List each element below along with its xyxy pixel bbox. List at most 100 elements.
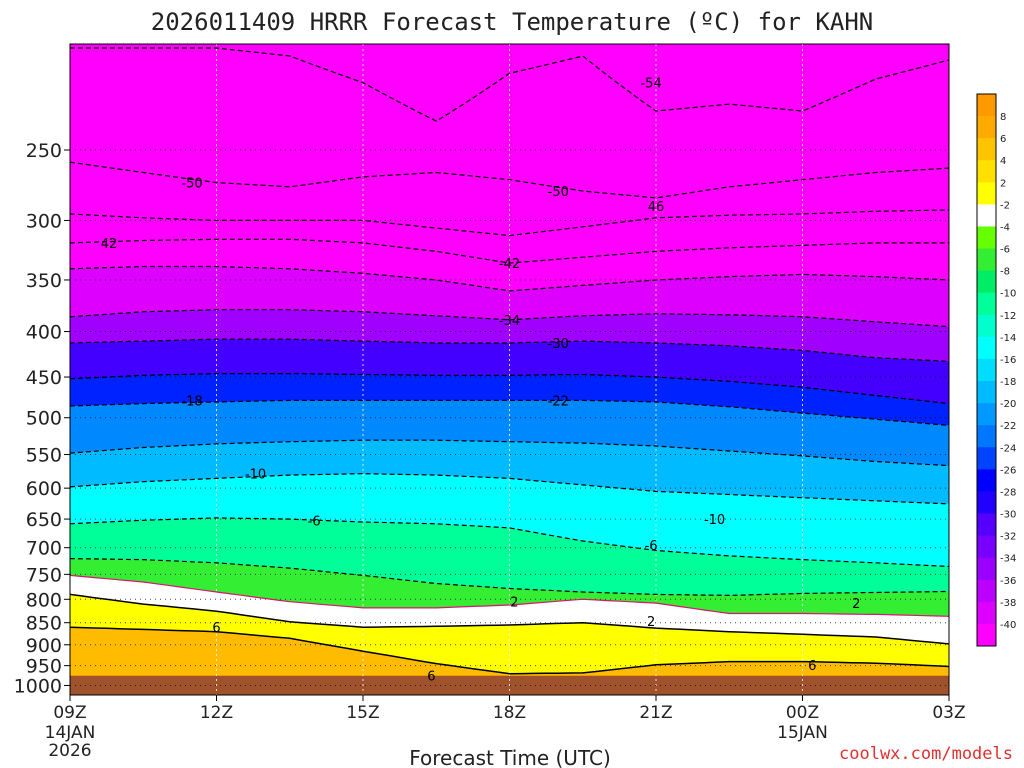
contour-minus38 [70,265,949,292]
contour-minus2 [70,574,949,617]
colorbar-cell [977,160,996,183]
x-tick-label: 03Z [932,703,965,723]
contour-label: -54 [640,77,661,92]
colorbar-label: -34 [1000,554,1016,565]
colorbar-cell [977,447,996,470]
x-tick-sublabel: 15JAN [777,723,828,743]
colorbar-label: -36 [1000,576,1016,587]
x-tick-label: 12Z [200,703,233,723]
y-tick-label: 300 [26,210,62,232]
colorbar-cell [977,535,996,559]
y-tick-label: 350 [26,270,62,292]
contour-label: 2 [647,615,655,630]
contour-label: -10 [704,513,725,528]
contour-minus42 [70,238,949,264]
colorbar-cell [977,336,996,360]
contour-label: -22 [548,394,569,409]
x-axis-label: Forecast Time (UTC) [409,746,611,768]
colorbar-cell [977,579,996,603]
colorbar-cell [977,601,996,625]
colorbar-label: -32 [1000,532,1016,543]
colorbar-label: -4 [1000,222,1010,233]
colorbar-frame [976,93,997,647]
x-tick-label: 15Z [346,703,379,723]
colorbar-cell [977,381,996,404]
colorbar-legend: 8 6 4 2 -2 -4 -6 -8 -10 -12 -14 -16 -18 -20 -22 -24 -26 -… [976,93,1016,647]
contour-label: 42 [101,237,118,252]
colorbar-cell [977,270,996,294]
colorbar-label: -18 [1000,377,1016,388]
colorbar-label: -10 [1000,289,1016,300]
contour-label: -50 [181,177,202,192]
colorbar-label: -2 [1000,200,1010,211]
y-tick-label: 950 [26,656,62,678]
contour-label: -6 [645,539,658,554]
contour-label: -10 [245,468,266,483]
colorbar-cell [977,314,996,338]
colorbar-label: 4 [1000,156,1006,167]
colorbar-label: 8 [1000,112,1006,123]
colorbar-cell [977,204,996,227]
contour-label: -42 [499,257,520,272]
contour-minus6 [70,558,949,597]
chart-title: 2026011409 HRRR Forecast Temperature (ºC… [151,8,873,36]
contour-minus22 [70,399,949,426]
colorbar-label: -24 [1000,443,1016,454]
contour-label: -34 [499,314,520,329]
y-tick-label: 850 [26,613,62,635]
colorbar-cell [977,623,996,647]
colorbar-cell [977,248,996,272]
colorbar-cell [977,358,996,382]
colorbar-label: -8 [1000,267,1010,278]
y-tick-label: 400 [26,322,62,344]
y-tick-label: 750 [26,564,62,586]
colorbar-cell [977,182,996,205]
credit-label: coolwx.com/models [839,744,1013,764]
y-tick-label: 900 [26,635,62,657]
contour-label: 6 [427,670,435,685]
contour-label: -50 [548,185,569,200]
contour-label: 2 [510,596,518,611]
colorbar-cell [977,557,996,581]
x-tick-label: 21Z [639,703,672,723]
contour-minus14 [70,473,949,505]
y-tick-label: 600 [26,478,62,500]
colorbar-label: -28 [1000,487,1016,498]
colorbar-cell [977,138,996,161]
contour-minus46 [70,209,949,237]
colorbar-label: -38 [1000,598,1016,609]
colorbar-label: -20 [1000,399,1016,410]
colorbar-cell [977,226,996,250]
x-tick-label: 09Z [53,703,86,723]
contour-labels: -54 -50 -50 46 42 -42 -34 -30 -22 -18 -10 -6 -10 -6 2 2… [101,77,861,685]
colorbar-cell [977,469,996,492]
x-tick-label: 00Z [786,703,819,723]
x-tick-label: 18Z [493,703,526,723]
y-tick-label: 250 [26,140,62,162]
colorbar-label: 6 [1000,134,1006,145]
contour-6 [70,626,949,675]
colorbar-cell [977,403,996,426]
y-tick-label: 650 [26,509,62,531]
colorbar-cell [977,513,996,537]
colorbar-cell [977,94,996,117]
colorbar-label: -40 [1000,620,1016,631]
temperature-contours [70,47,949,675]
colorbar-label: -22 [1000,421,1016,432]
contour-label: -30 [548,337,569,352]
y-tick-label: 1000 [14,675,62,697]
contour-minus18 [70,439,949,467]
contour-label: -6 [308,514,321,529]
colorbar-label: -30 [1000,510,1016,521]
colorbar-label: -16 [1000,355,1016,366]
colorbar-cell [977,491,996,515]
y-tick-label: 500 [26,408,62,430]
contour-label: 2 [852,597,860,612]
contour-minus26 [70,373,949,405]
colorbar-label: -6 [1000,245,1010,256]
pressure-axis: 2503003504004505005506006507007508008509… [14,140,70,697]
contour-minus30 [70,338,949,362]
contour-minus10 [70,517,949,568]
